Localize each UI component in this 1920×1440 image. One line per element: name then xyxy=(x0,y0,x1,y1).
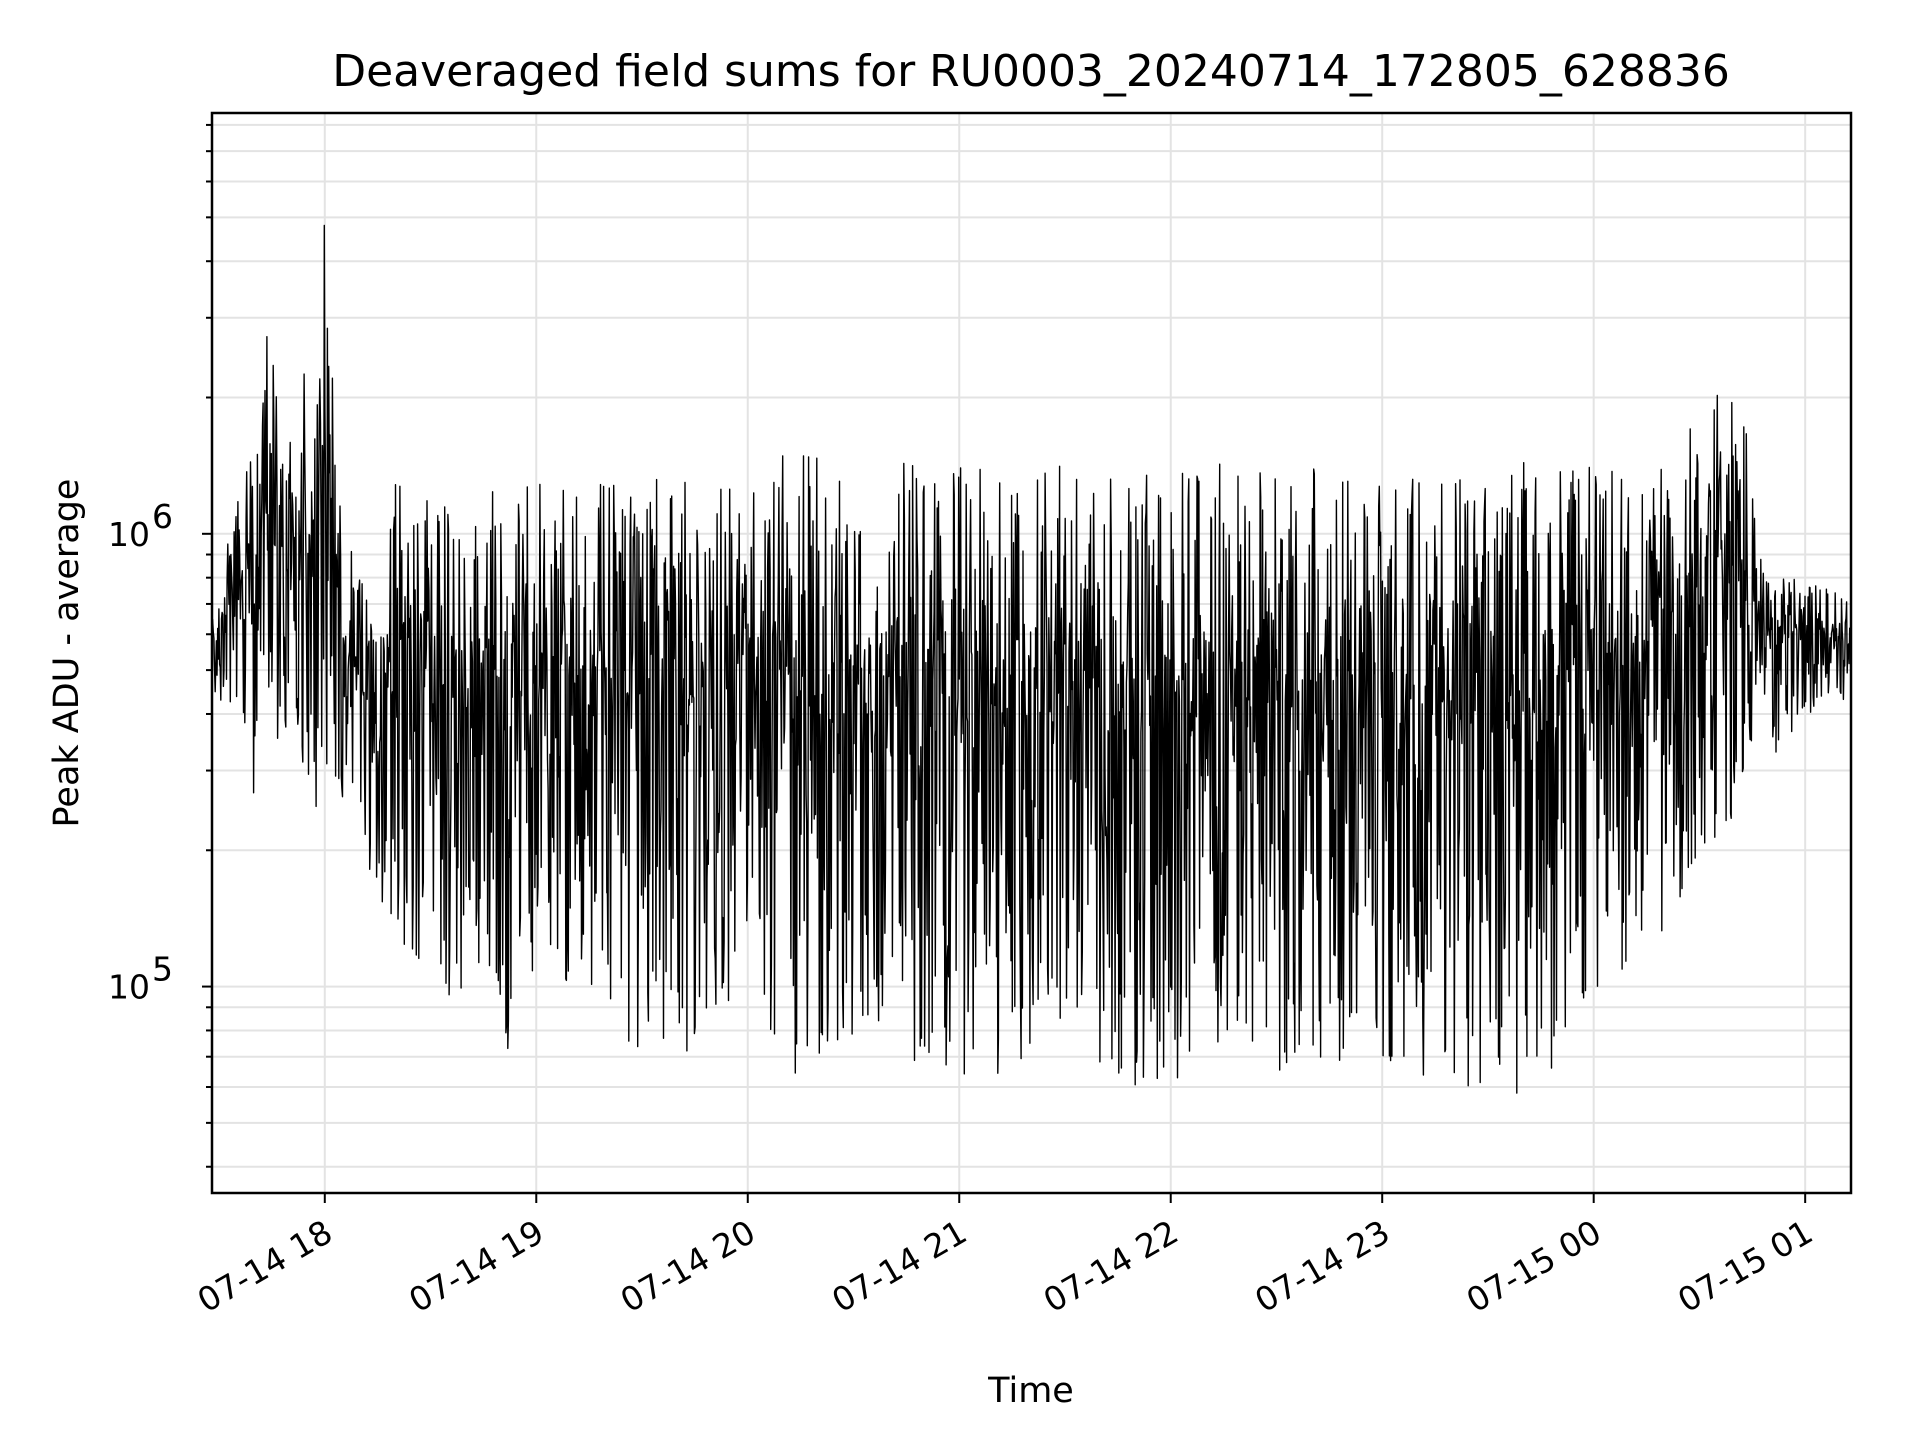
series-line xyxy=(211,224,1852,1094)
y-tick-label: 10 6 xyxy=(108,497,173,554)
chart-title: Deaveraged field sums for RU0003_2024071… xyxy=(332,46,1730,97)
x-axis-label: Time xyxy=(987,1371,1074,1411)
y-tick-label-exponent: 5 xyxy=(152,950,173,989)
y-tick-label: 10 5 xyxy=(108,950,173,1007)
y-tick-label-exponent: 6 xyxy=(152,497,173,536)
y-axis-label: Peak ADU - average xyxy=(47,479,87,828)
y-tick-label-base: 10 xyxy=(108,968,150,1007)
plot-area xyxy=(211,224,1852,1094)
plot-frame xyxy=(210,111,1853,1195)
y-tick-label-base: 10 xyxy=(108,515,150,554)
